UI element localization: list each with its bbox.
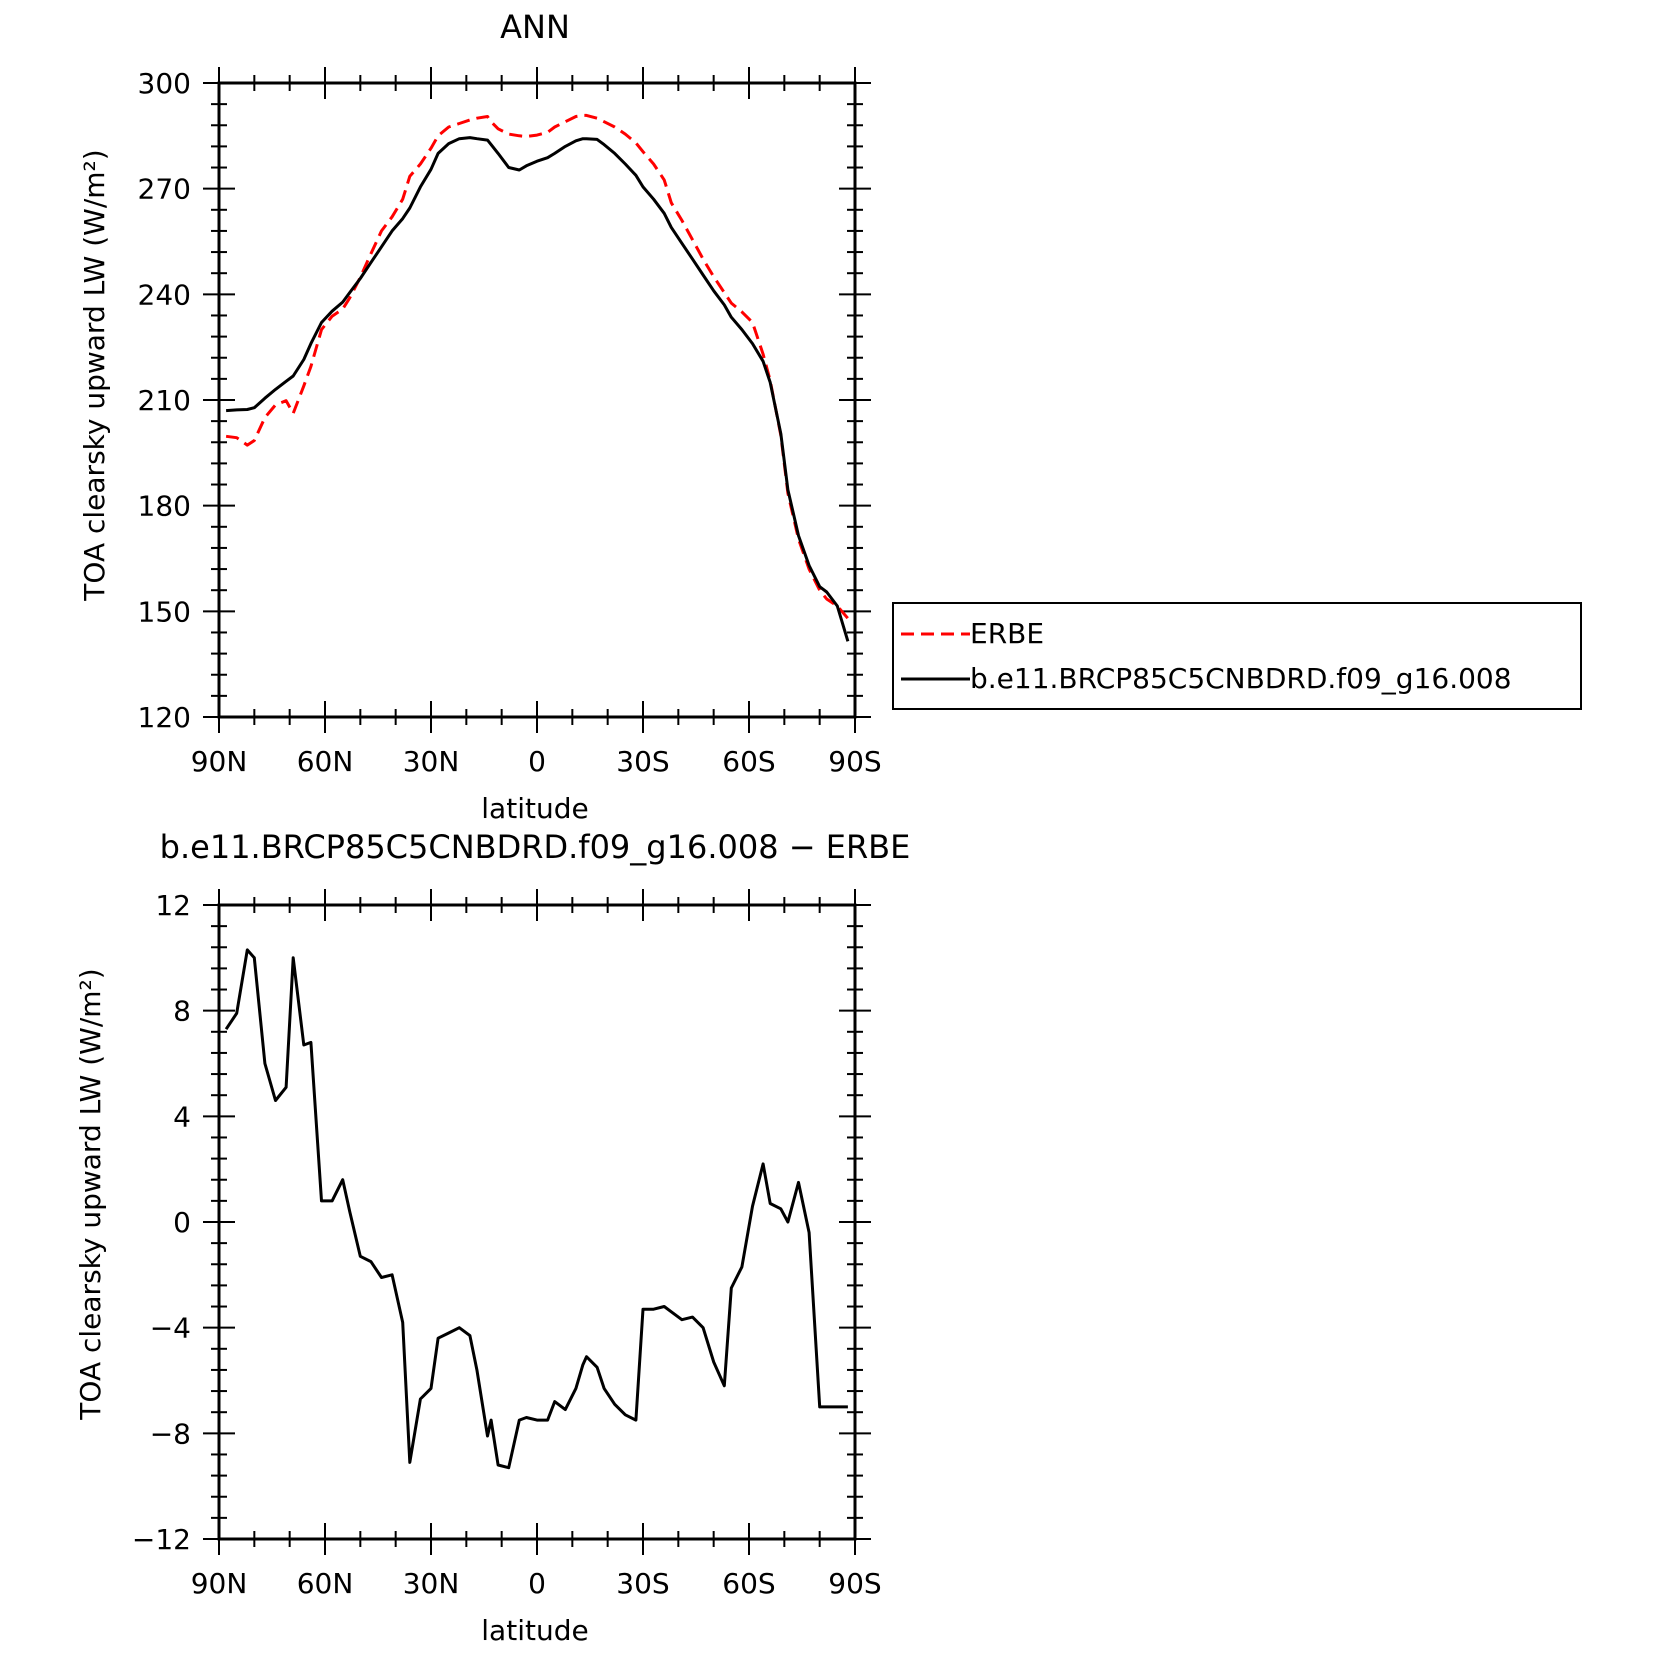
- bottom-chart-x-tick-label: 60N: [297, 1567, 354, 1600]
- bottom-chart-title: b.e11.BRCP85C5CNBDRD.f09_g16.008 − ERBE: [160, 828, 911, 866]
- bottom-plot-area: 90N 60N 30N 0 30S 60S 90S −12 −8 −4 0 4 8 12: [132, 889, 882, 1600]
- bottom-chart-x-tick-label: 0: [528, 1567, 546, 1600]
- top-chart-title: ANN: [500, 8, 570, 46]
- legend-label-erbe: ERBE: [970, 617, 1044, 650]
- top-plot-area: 90N 60N 30N 0 30S 60S 90S 120 150 180 210 240 270 300: [138, 67, 882, 778]
- bottom-chart-y-tick-label: 4: [173, 1100, 191, 1133]
- top-chart-x-tick-label: 90N: [191, 745, 248, 778]
- top-chart-series-line-0: [225, 113, 850, 620]
- bottom-chart-y-tick-label: −12: [132, 1523, 191, 1556]
- top-chart: ANN 90N 60N 30N 0 30S 60S 90S 120 150 180 210 240 27…: [78, 8, 1582, 825]
- top-chart-series-line-1: [226, 136, 850, 642]
- top-chart-x-tick-label: 30N: [403, 745, 460, 778]
- top-chart-frame: [217, 81, 857, 719]
- bottom-chart-y-tick-label: 0: [173, 1206, 191, 1239]
- top-chart-y-tick-label: 270: [138, 173, 191, 206]
- bottom-chart-y-tick-label: 12: [155, 889, 191, 922]
- legend: ERBE b.e11.BRCP85C5CNBDRD.f09_g16.008: [892, 602, 1582, 710]
- bottom-chart-xlabel: latitude: [481, 1614, 588, 1647]
- bottom-chart-x-tick-label: 60S: [722, 1567, 775, 1600]
- legend-box: [892, 602, 1582, 710]
- top-chart-y-tick-label: 240: [138, 278, 191, 311]
- top-chart-y-tick-label: 210: [138, 384, 191, 417]
- bottom-chart-ylabel: TOA clearsky upward LW (W/m²): [74, 968, 107, 1420]
- top-chart-x-tick-label: 30S: [616, 745, 669, 778]
- bottom-chart-x-tick-label: 30S: [616, 1567, 669, 1600]
- legend-label-model: b.e11.BRCP85C5CNBDRD.f09_g16.008: [970, 662, 1512, 695]
- bottom-chart-y-tick-label: 8: [173, 995, 191, 1028]
- bottom-chart-y-tick-label: −4: [150, 1312, 191, 1345]
- bottom-chart-y-tick-label: −8: [150, 1417, 191, 1450]
- top-chart-x-tick-label: 90S: [828, 745, 881, 778]
- bottom-chart-series-line-0: [224, 948, 848, 1470]
- top-chart-xlabel: latitude: [481, 792, 588, 825]
- top-chart-y-tick-label: 300: [138, 67, 191, 100]
- top-chart-y-tick-label: 120: [138, 701, 191, 734]
- top-chart-ylabel: TOA clearsky upward LW (W/m²): [78, 149, 111, 601]
- top-chart-x-tick-label: 0: [528, 745, 546, 778]
- bottom-chart-frame: [217, 903, 857, 1541]
- top-chart-x-tick-label: 60N: [297, 745, 354, 778]
- bottom-chart-x-tick-label: 30N: [403, 1567, 460, 1600]
- bottom-chart-x-tick-label: 90N: [191, 1567, 248, 1600]
- bottom-chart-x-tick-label: 90S: [828, 1567, 881, 1600]
- top-chart-y-tick-label: 150: [138, 595, 191, 628]
- top-chart-y-tick-label: 180: [138, 490, 191, 523]
- top-chart-x-tick-label: 60S: [722, 745, 775, 778]
- bottom-chart: b.e11.BRCP85C5CNBDRD.f09_g16.008 − ERBE …: [74, 828, 910, 1647]
